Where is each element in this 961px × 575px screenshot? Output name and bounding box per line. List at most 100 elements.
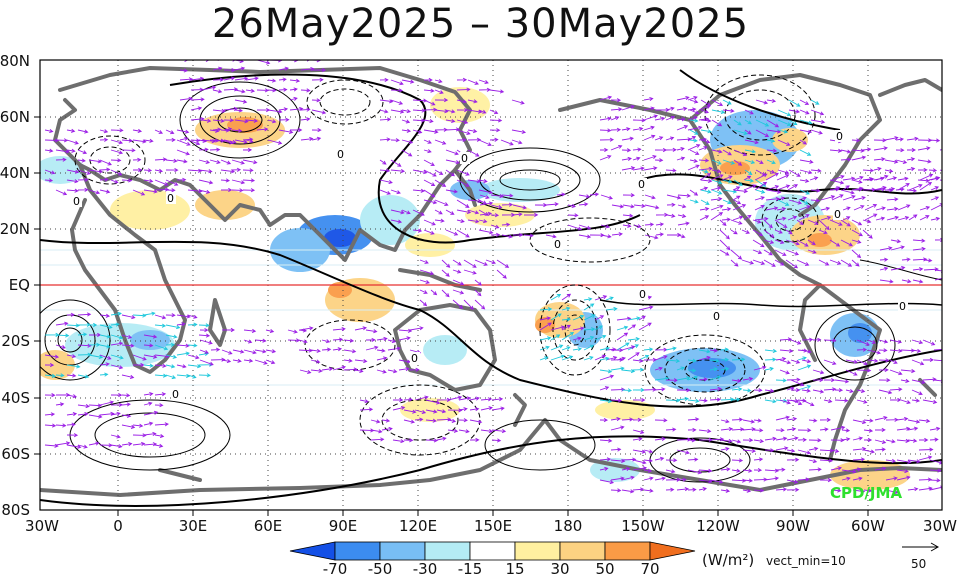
wind-vector xyxy=(733,199,742,205)
wind-vector xyxy=(627,336,640,342)
wind-vector xyxy=(731,458,744,463)
lon-label: 90E xyxy=(329,517,358,535)
wind-vector xyxy=(467,179,482,184)
wind-vector xyxy=(823,338,837,343)
wind-vector xyxy=(298,339,308,344)
lon-label: 60E xyxy=(254,517,283,535)
wind-vector xyxy=(851,219,863,226)
wind-vector xyxy=(190,138,201,143)
wind-vector xyxy=(853,175,864,181)
wind-vector xyxy=(467,137,482,142)
lat-label: 60S xyxy=(1,445,30,463)
wind-vector xyxy=(121,424,136,429)
wind-vector xyxy=(599,346,611,351)
wind-vector xyxy=(121,441,133,447)
wind-vector xyxy=(496,259,510,268)
wind-vector xyxy=(278,117,290,122)
wind-vector xyxy=(469,396,480,401)
svg-text:0: 0 xyxy=(639,288,646,301)
wind-vector xyxy=(689,109,700,115)
wind-vector xyxy=(445,189,458,194)
wind-vector xyxy=(922,357,935,362)
wind-vector xyxy=(121,314,136,320)
wind-vector xyxy=(765,172,779,181)
wind-vector xyxy=(918,477,933,482)
wind-vector xyxy=(852,457,866,462)
wind-vector xyxy=(896,475,911,481)
wind-vector xyxy=(878,389,893,395)
wind-vector xyxy=(176,364,187,369)
wind-vector xyxy=(731,378,742,383)
wind-vector xyxy=(278,77,287,82)
wind-vector xyxy=(885,458,897,463)
lon-label: 120E xyxy=(399,517,437,535)
wind-vector xyxy=(829,239,841,247)
wind-vector xyxy=(907,459,921,464)
wind-vector xyxy=(445,149,459,156)
wind-vector xyxy=(742,448,756,453)
wind-vector xyxy=(99,159,112,166)
wind-vector xyxy=(710,174,724,181)
wind-vector xyxy=(599,369,613,374)
wind-vector xyxy=(862,147,872,152)
wind-vector xyxy=(917,167,928,173)
wind-vector xyxy=(539,322,552,331)
colorbar-bin xyxy=(469,541,516,561)
wind-vector xyxy=(786,436,799,441)
lon-label: 0 xyxy=(113,517,123,535)
wind-vector xyxy=(434,139,447,145)
wind-vector xyxy=(786,427,797,432)
wind-vector xyxy=(919,215,930,221)
wind-vector xyxy=(676,449,690,455)
wind-vector xyxy=(621,489,635,494)
wind-vector xyxy=(143,178,154,184)
wind-vector xyxy=(44,443,59,448)
wind-vector xyxy=(687,427,697,432)
wind-vector xyxy=(289,96,298,101)
wind-vector xyxy=(819,458,834,463)
svg-text:0: 0 xyxy=(554,238,561,251)
wind-vector xyxy=(198,179,214,185)
wind-vector xyxy=(463,299,474,310)
wind-vector xyxy=(572,314,585,321)
wind-vector xyxy=(370,429,383,434)
wind-vector xyxy=(665,458,678,463)
lat-label: 80N xyxy=(0,52,30,70)
wind-vector xyxy=(379,159,387,165)
wind-vector xyxy=(823,399,833,404)
wind-vector xyxy=(733,149,748,157)
wind-vector xyxy=(655,232,665,237)
wind-vector xyxy=(491,397,504,402)
wind-vector xyxy=(143,392,154,397)
wind-vector xyxy=(790,379,805,387)
wind-vector xyxy=(447,395,463,401)
wind-vector xyxy=(419,289,428,294)
wind-vector xyxy=(799,199,809,205)
wind-vector xyxy=(445,229,459,236)
wind-vector xyxy=(627,316,641,321)
wind-vector xyxy=(44,148,54,153)
wind-vector xyxy=(610,417,621,422)
wind-vector xyxy=(633,203,646,208)
wind-vector xyxy=(456,137,467,142)
wind-vector xyxy=(676,125,689,131)
wind-vector xyxy=(231,188,244,193)
wind-vector xyxy=(88,342,101,347)
wind-vector xyxy=(851,148,865,153)
wind-vector xyxy=(785,239,800,246)
wind-vector xyxy=(583,356,594,361)
wind-vector xyxy=(644,234,659,240)
wind-vector xyxy=(610,98,622,103)
wind-vector xyxy=(896,426,911,431)
wind-vector xyxy=(785,259,799,269)
wind-vector xyxy=(414,409,427,414)
wind-vector xyxy=(66,394,78,399)
wind-vector xyxy=(907,438,918,443)
wind-vector xyxy=(434,199,449,206)
wind-vector xyxy=(561,317,572,322)
wind-vector xyxy=(676,95,690,101)
wind-vector xyxy=(370,437,385,442)
wind-vector xyxy=(154,403,164,408)
wind-vector xyxy=(176,149,191,156)
wind-vector xyxy=(722,179,733,184)
